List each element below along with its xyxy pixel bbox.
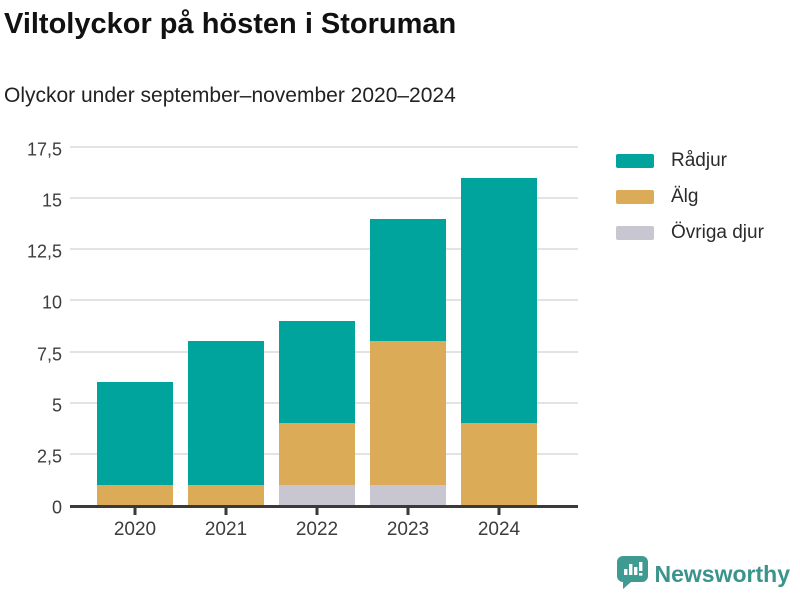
bar-segment-rådjur	[279, 320, 355, 424]
x-tick	[406, 508, 410, 515]
y-tick-label: 12,5	[26, 241, 62, 262]
bar-2022: 2022	[279, 150, 355, 540]
stacked-bar-chart: 0 2,5 5 7,5 10 12,5 15 17,5 2020 2021 2022 2023 202…	[0, 140, 600, 540]
x-tick	[497, 508, 501, 515]
legend-item-rådjur: Rådjur	[616, 150, 764, 172]
x-tick	[224, 508, 228, 515]
legend: Rådjur Älg Övriga djur	[616, 150, 764, 244]
gridline	[70, 146, 578, 148]
page-title: Viltolyckor på hösten i Storuman	[4, 8, 457, 40]
y-tick-label: 0	[51, 497, 62, 518]
x-tick-label: 2022	[295, 519, 339, 540]
plot-area: 2020 2021 2022 2023 2024	[70, 146, 578, 540]
bar-segment-älg	[370, 341, 446, 485]
bar-2023: 2023	[370, 150, 446, 540]
bar-segment-rådjur	[370, 218, 446, 342]
y-tick-label: 7,5	[36, 344, 62, 365]
bar-chart-speech-bubble-icon	[616, 555, 649, 594]
legend-label: Rådjur	[671, 150, 727, 171]
bar-segment-rådjur	[461, 177, 537, 424]
legend-swatch	[616, 154, 654, 168]
bar-segment-övriga-djur	[279, 484, 355, 505]
x-tick-label: 2021	[204, 519, 248, 540]
brand-name: Newsworthy	[654, 561, 790, 587]
bar-segment-älg	[188, 484, 264, 505]
bar-segment-övriga-djur	[370, 484, 446, 505]
y-axis-labels: 0 2,5 5 7,5 10 12,5 15 17,5	[0, 140, 62, 518]
gridline	[70, 299, 578, 302]
legend-item-älg: Älg	[616, 186, 764, 208]
legend-swatch	[616, 226, 654, 240]
y-tick-label: 17,5	[26, 139, 62, 160]
x-tick-label: 2024	[477, 519, 521, 540]
x-tick	[133, 508, 137, 515]
bar-segment-rådjur	[97, 382, 173, 485]
legend-label: Övriga djur	[671, 222, 764, 243]
gridline	[70, 197, 578, 200]
y-tick-label: 15	[41, 190, 62, 211]
x-tick-label: 2020	[113, 519, 157, 540]
brand-footer: Newsworthy	[616, 555, 790, 594]
bar-segment-rådjur	[188, 341, 264, 485]
bar-segment-älg	[279, 423, 355, 485]
x-tick-label: 2023	[386, 519, 430, 540]
bar-2021: 2021	[188, 150, 264, 540]
bar-2024: 2024	[461, 150, 537, 540]
bar-bands: 2020 2021 2022 2023 2024	[97, 150, 537, 540]
legend-item-övriga-djur: Övriga djur	[616, 222, 764, 244]
y-tick-label: 5	[51, 395, 62, 416]
x-tick	[315, 508, 319, 515]
page-subtitle: Olyckor under september–november 2020–20…	[4, 84, 456, 107]
bar-2020: 2020	[97, 150, 173, 540]
legend-label: Älg	[671, 186, 699, 207]
y-tick-label: 2,5	[36, 446, 62, 467]
legend-swatch	[616, 190, 654, 204]
gridline	[70, 248, 578, 251]
y-tick-label: 10	[41, 292, 62, 313]
bar-segment-älg	[461, 423, 537, 505]
bar-segment-älg	[97, 484, 173, 505]
